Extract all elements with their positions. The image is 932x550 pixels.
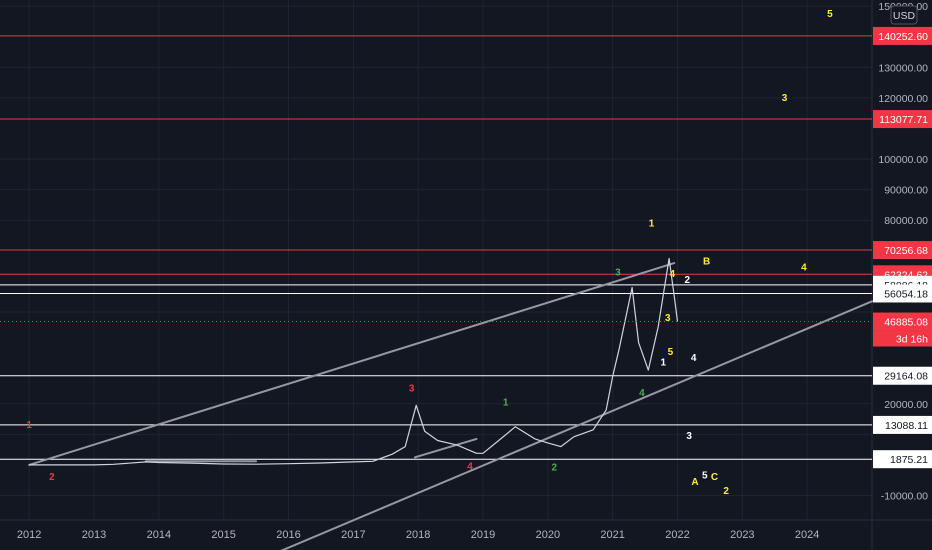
price-level-tag-box[interactable]	[873, 366, 932, 385]
price-level-tag-box[interactable]	[873, 450, 932, 469]
y-tick-label: 120000.00	[878, 93, 928, 105]
y-tick-label: 20000.00	[884, 399, 928, 411]
wave-label: 4	[670, 269, 676, 280]
x-tick-label: 2021	[600, 529, 624, 541]
last-price-tag-box[interactable]	[873, 312, 932, 331]
currency-label: USD	[893, 10, 916, 22]
wave-label: C	[711, 472, 718, 483]
price-level-tag: 70256.68	[884, 245, 928, 257]
price-level-tag-box[interactable]	[873, 415, 932, 434]
y-tick-label: 90000.00	[884, 185, 928, 197]
wave-label: 1	[26, 420, 32, 431]
x-tick-label: 2023	[730, 529, 754, 541]
trendline[interactable]	[224, 300, 873, 550]
price-level-tag-box[interactable]	[873, 26, 932, 45]
x-tick-label: 2014	[147, 529, 171, 541]
price-level-tag: 1875.21	[890, 454, 928, 466]
wave-label: 3	[686, 431, 692, 442]
price-level-tag: 56054.18	[884, 288, 928, 300]
x-tick-label: 2013	[82, 529, 106, 541]
wave-label: 1	[649, 218, 655, 229]
x-tick-label: 2020	[536, 529, 560, 541]
x-tick-label: 2022	[665, 529, 689, 541]
wave-label: A	[691, 477, 698, 488]
wave-label: 2	[49, 472, 55, 483]
y-tick-label: -10000.00	[881, 491, 928, 503]
wave-label: 4	[467, 462, 473, 473]
x-tick-label: 2016	[276, 529, 300, 541]
y-tick-label: 100000.00	[878, 154, 928, 166]
wave-label: 3	[615, 267, 621, 278]
y-tick-label: 80000.00	[884, 215, 928, 227]
wave-label: 5	[668, 347, 674, 358]
wave-label: B	[703, 257, 710, 268]
wave-label: 5	[827, 9, 833, 20]
last-price-tag: 46885.08	[884, 317, 928, 329]
x-tick-label: 2012	[17, 529, 41, 541]
wave-label: 3	[665, 313, 671, 324]
price-level-tag: 140252.60	[878, 31, 928, 43]
wave-label: 4	[691, 353, 697, 364]
price-level-tag: 29164.08	[884, 371, 928, 383]
x-tick-label: 2019	[471, 529, 495, 541]
wave-label: 3	[409, 384, 415, 395]
wave-label: 4	[639, 388, 645, 399]
wave-label: 2	[684, 275, 690, 286]
currency-badge[interactable]	[890, 5, 918, 25]
y-tick-label: 130000.00	[878, 62, 928, 74]
trendline[interactable]	[28, 262, 676, 466]
x-tick-label: 2015	[211, 529, 235, 541]
x-tick-label: 2017	[341, 529, 365, 541]
wave-label: 2	[723, 486, 729, 497]
price-level-tag: 13088.11	[885, 420, 928, 432]
price-level-tag-box[interactable]	[873, 284, 932, 303]
countdown-label: 3d 16h	[896, 334, 928, 346]
wave-label: 1	[660, 358, 666, 369]
wave-label: 3	[782, 93, 788, 104]
countdown-box	[873, 330, 932, 347]
wave-label: 2	[552, 462, 558, 473]
wave-label: 4	[801, 263, 807, 274]
wave-label: 1	[503, 397, 509, 408]
price-series-line	[29, 257, 679, 466]
x-tick-label: 2018	[406, 529, 430, 541]
wave-label: 5	[702, 471, 708, 482]
x-tick-label: 2024	[795, 529, 819, 541]
price-level-tag: 113077.71	[879, 114, 928, 126]
trendline[interactable]	[413, 437, 478, 459]
price-level-tag-box[interactable]	[873, 241, 932, 260]
price-level-tag-box[interactable]	[873, 110, 932, 129]
